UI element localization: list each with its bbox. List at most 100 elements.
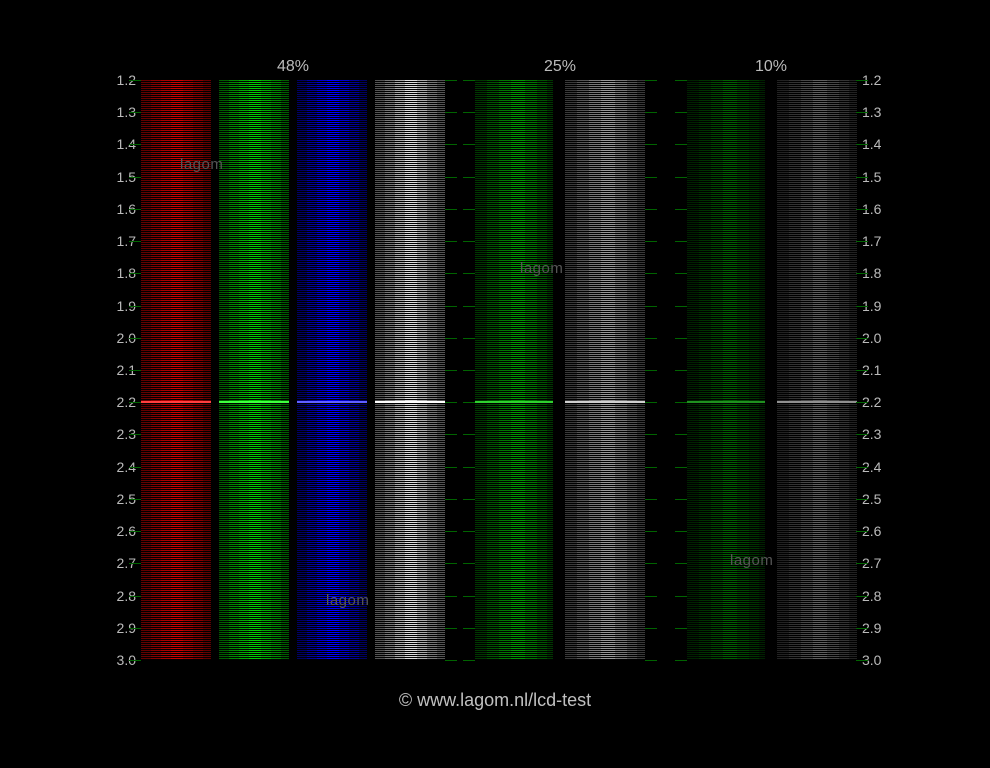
tick-mark	[856, 434, 868, 435]
color-column	[375, 80, 445, 660]
tick-mark	[645, 434, 657, 435]
sub-stripe	[687, 80, 699, 660]
tick-mark	[856, 628, 868, 629]
color-group-g10	[687, 80, 857, 660]
sub-stripe	[307, 80, 317, 660]
tick-mark	[445, 112, 457, 113]
sub-stripe	[427, 80, 437, 660]
sub-stripe	[565, 80, 577, 660]
tick-mark	[445, 144, 457, 145]
tick-mark	[445, 241, 457, 242]
tick-mark	[675, 80, 687, 81]
color-group-g25	[475, 80, 645, 660]
sub-stripe	[271, 80, 281, 660]
tick-mark	[645, 112, 657, 113]
sub-stripe	[151, 80, 161, 660]
tick-mark	[675, 241, 687, 242]
tick-mark	[856, 112, 868, 113]
sub-stripe	[437, 80, 445, 660]
tick-mark	[445, 338, 457, 339]
group-header-1: 25%	[540, 58, 580, 76]
tick-mark	[463, 370, 475, 371]
highlight-line	[475, 401, 553, 403]
tick-mark	[856, 660, 868, 661]
tick-mark	[463, 499, 475, 500]
sub-stripe	[475, 80, 487, 660]
tick-mark	[445, 209, 457, 210]
tick-mark	[856, 209, 868, 210]
sub-stripe	[777, 80, 789, 660]
tick-mark	[675, 338, 687, 339]
highlight-line	[219, 401, 289, 403]
sub-stripe	[239, 80, 249, 660]
sub-stripe	[297, 80, 307, 660]
tick-mark	[129, 596, 141, 597]
sub-stripe	[249, 80, 261, 660]
tick-mark	[675, 499, 687, 500]
tick-mark	[129, 531, 141, 532]
tick-mark	[675, 209, 687, 210]
tick-mark	[129, 467, 141, 468]
sub-stripe	[759, 80, 765, 660]
tick-mark	[856, 80, 868, 81]
tick-mark	[856, 402, 868, 403]
sub-stripe	[359, 80, 367, 660]
tick-mark	[129, 434, 141, 435]
tick-mark	[463, 563, 475, 564]
highlight-line	[141, 401, 211, 403]
tick-mark	[129, 563, 141, 564]
watermark-text: lagom	[520, 260, 563, 277]
tick-mark	[463, 467, 475, 468]
tick-mark	[129, 209, 141, 210]
tick-mark	[463, 628, 475, 629]
tick-mark	[856, 177, 868, 178]
color-column	[565, 80, 645, 660]
tick-mark	[445, 467, 457, 468]
sub-stripe	[385, 80, 395, 660]
tick-mark	[463, 434, 475, 435]
tick-mark	[645, 596, 657, 597]
color-column	[475, 80, 553, 660]
sub-stripe	[417, 80, 427, 660]
tick-mark	[445, 434, 457, 435]
tick-mark	[645, 660, 657, 661]
tick-mark	[645, 209, 657, 210]
sub-stripe	[737, 80, 749, 660]
watermark-text: lagom	[180, 156, 223, 173]
tick-mark	[645, 628, 657, 629]
tick-mark	[645, 402, 657, 403]
tick-mark	[463, 338, 475, 339]
tick-mark	[675, 370, 687, 371]
group-header-2: 10%	[751, 58, 791, 76]
sub-stripe	[827, 80, 839, 660]
color-column	[297, 80, 367, 660]
footer-copyright: © www.lagom.nl/lcd-test	[0, 690, 990, 711]
tick-mark	[463, 402, 475, 403]
tick-mark	[463, 596, 475, 597]
sub-stripe	[317, 80, 327, 660]
tick-mark	[463, 660, 475, 661]
tick-mark	[645, 531, 657, 532]
tick-mark	[445, 596, 457, 597]
sub-stripe	[801, 80, 813, 660]
tick-mark	[445, 177, 457, 178]
sub-stripe	[525, 80, 537, 660]
sub-stripe	[723, 80, 737, 660]
tick-mark	[675, 177, 687, 178]
tick-mark	[675, 434, 687, 435]
sub-stripe	[327, 80, 339, 660]
tick-mark	[675, 144, 687, 145]
sub-stripe	[339, 80, 349, 660]
tick-mark	[129, 402, 141, 403]
tick-mark	[463, 144, 475, 145]
tick-mark	[463, 273, 475, 274]
tick-mark	[645, 467, 657, 468]
tick-mark	[645, 499, 657, 500]
tick-mark	[856, 273, 868, 274]
tick-mark	[129, 660, 141, 661]
sub-stripe	[405, 80, 417, 660]
color-column	[687, 80, 765, 660]
tick-mark	[463, 241, 475, 242]
tick-mark	[463, 531, 475, 532]
tick-mark	[445, 273, 457, 274]
